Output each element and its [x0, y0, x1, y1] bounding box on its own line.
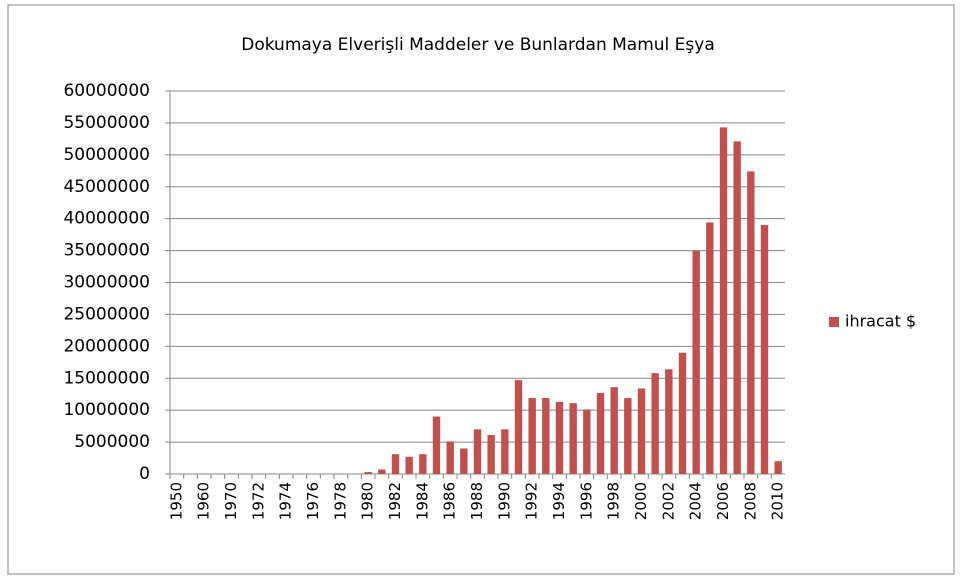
- bar: [596, 392, 605, 474]
- x-tick-label: 2006: [714, 482, 732, 520]
- bar: [733, 141, 741, 474]
- bar: [405, 456, 413, 474]
- x-tick-label: 1986: [441, 482, 459, 520]
- bar: [501, 429, 509, 474]
- x-tick-label: 2004: [687, 482, 705, 520]
- x-tick-label: 2008: [741, 482, 759, 520]
- x-tick-label: 1980: [359, 482, 377, 520]
- legend-swatch: [829, 317, 839, 327]
- bar: [555, 401, 564, 474]
- x-tick-label: 1950: [167, 482, 185, 520]
- chart-title: Dokumaya Elverişli Maddeler ve Bunlardan…: [241, 35, 715, 55]
- x-tick-label: 1982: [386, 482, 404, 520]
- bar: [364, 472, 372, 474]
- bar: [624, 398, 632, 474]
- y-tick-label: 55000000: [63, 113, 150, 133]
- bar: [446, 441, 454, 474]
- x-tick-label: 1970: [222, 482, 240, 520]
- x-tick-label: 1990: [495, 482, 513, 520]
- bar: [651, 373, 659, 474]
- y-tick-label: 25000000: [63, 304, 150, 324]
- y-tick-label: 0: [139, 464, 150, 484]
- legend-label: ihracat $: [845, 312, 916, 331]
- bar: [678, 352, 687, 474]
- y-tick-label: 60000000: [63, 81, 150, 101]
- x-tick-label: 2010: [769, 482, 787, 520]
- bar: [419, 454, 427, 474]
- y-tick-label: 30000000: [63, 273, 150, 293]
- bar: [719, 127, 728, 474]
- x-tick-label: 1994: [550, 482, 568, 520]
- bar: [747, 171, 755, 474]
- x-tick-label: 1988: [468, 482, 486, 520]
- bar: [569, 403, 577, 474]
- y-tick-label: 35000000: [63, 241, 150, 261]
- x-tick-label: 1972: [249, 482, 267, 520]
- chart-frame: [7, 4, 955, 575]
- y-tick-label: 15000000: [63, 368, 150, 388]
- x-tick-label: 1976: [304, 482, 322, 520]
- y-tick-label: 20000000: [63, 336, 150, 356]
- y-tick-label: 10000000: [63, 400, 150, 420]
- bar: [378, 469, 386, 474]
- bar: [514, 380, 523, 474]
- x-tick-label: 1984: [413, 482, 431, 520]
- x-tick-label: 1960: [195, 482, 213, 520]
- x-tick-label: 2000: [632, 482, 650, 520]
- bar: [692, 250, 700, 474]
- bar: [637, 388, 646, 474]
- bar: [391, 454, 400, 474]
- y-tick-label: 5000000: [74, 432, 150, 452]
- x-tick-label: 1998: [605, 482, 623, 520]
- y-tick-label: 50000000: [63, 145, 150, 165]
- x-tick-label: 1974: [277, 482, 295, 520]
- bar: [706, 222, 714, 474]
- x-tick-label: 1996: [577, 482, 595, 520]
- bar: [610, 387, 618, 474]
- y-tick-label: 45000000: [63, 177, 150, 197]
- bar: [760, 225, 769, 474]
- bar: [487, 435, 495, 474]
- x-tick-label: 1992: [523, 482, 541, 520]
- bar: [774, 461, 782, 474]
- bar: [432, 416, 441, 474]
- bar: [473, 429, 482, 474]
- bar: [542, 398, 550, 474]
- x-tick-label: 2002: [659, 482, 677, 520]
- bar: [583, 409, 591, 474]
- bar: [460, 448, 468, 474]
- y-tick-label: 40000000: [63, 209, 150, 229]
- bar: [665, 369, 673, 474]
- bar: [528, 398, 536, 474]
- x-tick-label: 1978: [331, 482, 349, 520]
